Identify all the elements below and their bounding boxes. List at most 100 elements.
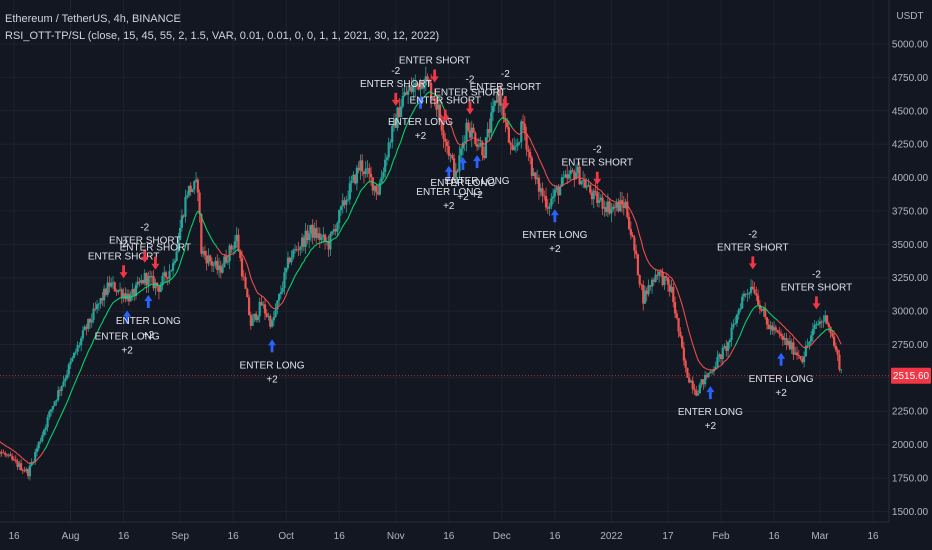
candle-body bbox=[64, 378, 67, 382]
candle-body bbox=[513, 146, 516, 150]
candle-body bbox=[631, 234, 634, 238]
x-tick-label: 16 bbox=[768, 531, 780, 542]
candle-body bbox=[203, 250, 206, 256]
short-arrow-icon bbox=[593, 171, 602, 185]
candle-body bbox=[28, 465, 32, 477]
ott-line-segment bbox=[511, 127, 736, 371]
candle-body bbox=[430, 83, 433, 99]
candle-body bbox=[399, 106, 403, 118]
candle-body bbox=[732, 324, 735, 328]
candle-body bbox=[509, 142, 512, 145]
candle-body bbox=[640, 284, 643, 286]
candle-body bbox=[214, 260, 217, 266]
x-tick-label: Sep bbox=[171, 531, 189, 542]
candle-body bbox=[543, 195, 546, 197]
candle-body bbox=[642, 284, 645, 304]
candle-body bbox=[834, 345, 837, 350]
candle-body bbox=[668, 284, 671, 292]
candle-body bbox=[283, 272, 286, 288]
current-price-label: 2515.60 bbox=[893, 371, 930, 382]
candle-body bbox=[161, 275, 164, 286]
candle-body bbox=[170, 270, 173, 272]
candle-body bbox=[546, 207, 549, 209]
x-tick-label: Feb bbox=[712, 531, 730, 542]
candle-body bbox=[164, 272, 168, 278]
candle-body bbox=[369, 173, 373, 178]
signal-value: +2 bbox=[143, 330, 155, 341]
short-arrow-icon bbox=[441, 109, 450, 123]
candle-body bbox=[698, 384, 701, 394]
short-arrow-icon bbox=[140, 249, 149, 263]
current-price-tag bbox=[891, 367, 931, 384]
candle-body bbox=[263, 304, 267, 314]
candle-body bbox=[514, 145, 518, 147]
candle-body bbox=[246, 288, 249, 298]
candle-body bbox=[788, 340, 792, 350]
candle-body bbox=[362, 171, 366, 175]
candle-body bbox=[544, 196, 548, 208]
candle-body bbox=[171, 263, 175, 271]
candle-body bbox=[838, 354, 841, 370]
short-signal: ENTER SHORT -2 bbox=[434, 74, 506, 115]
signal-label: ENTER SHORT bbox=[120, 243, 192, 254]
candle-body bbox=[371, 177, 374, 191]
candle-body bbox=[60, 385, 63, 391]
candle-body bbox=[18, 463, 21, 467]
candle-body bbox=[650, 279, 654, 287]
indicator-legend[interactable]: RSI_OTT-TP/SL (close, 15, 45, 55, 2, 1.5… bbox=[5, 30, 439, 42]
candle-body bbox=[249, 315, 252, 326]
long-arrow-icon bbox=[550, 209, 559, 223]
candle-body bbox=[316, 233, 320, 238]
signal-value: +2 bbox=[775, 388, 787, 399]
candle-body bbox=[447, 146, 450, 156]
signal-value: -2 bbox=[593, 145, 602, 156]
candle-body bbox=[187, 185, 191, 196]
candle-body bbox=[723, 346, 726, 348]
candle-body bbox=[352, 174, 355, 181]
candle-body bbox=[587, 185, 590, 187]
candle-body bbox=[772, 327, 776, 331]
candle-body bbox=[811, 329, 815, 336]
candle-body bbox=[415, 82, 419, 84]
candle-body bbox=[278, 294, 281, 301]
candle-body bbox=[597, 200, 601, 203]
signal-label: ENTER LONG bbox=[388, 117, 453, 128]
candle-body bbox=[76, 345, 79, 352]
ott-line-segment bbox=[43, 210, 218, 451]
candle-body bbox=[65, 374, 69, 379]
long-arrow-icon bbox=[706, 386, 715, 400]
candle-body bbox=[755, 293, 758, 296]
time-axis-panel[interactable] bbox=[0, 522, 932, 550]
candle-body bbox=[396, 107, 399, 128]
y-tick-label: 2250.00 bbox=[892, 407, 929, 418]
candle-body bbox=[801, 358, 804, 363]
candle-body bbox=[226, 261, 229, 263]
candle-body bbox=[735, 314, 739, 324]
x-tick-label: 16 bbox=[334, 531, 346, 542]
candle-body bbox=[189, 185, 192, 193]
candle-body bbox=[636, 254, 640, 276]
candle-body bbox=[262, 304, 265, 306]
candle-body bbox=[251, 317, 254, 326]
candle-body bbox=[373, 185, 376, 191]
candle-body bbox=[518, 142, 521, 144]
candle-body bbox=[2, 452, 5, 454]
signal-value: -2 bbox=[812, 269, 821, 280]
candle-body bbox=[232, 248, 235, 250]
symbol-title[interactable]: Ethereum / TetherUS, 4h, BINANCE bbox=[5, 13, 181, 25]
candle-body bbox=[833, 336, 836, 346]
price-axis-panel[interactable] bbox=[889, 0, 932, 522]
candle-body bbox=[228, 245, 231, 262]
candle-body bbox=[578, 166, 581, 185]
candle-body bbox=[9, 454, 12, 457]
candle-body bbox=[836, 349, 839, 355]
candle-body bbox=[652, 279, 655, 282]
candle-body bbox=[521, 121, 525, 124]
candle-body bbox=[99, 298, 102, 304]
candle-body bbox=[87, 318, 90, 329]
candle-body bbox=[41, 435, 44, 441]
long-arrow-icon bbox=[473, 155, 482, 169]
candle-body bbox=[551, 196, 555, 199]
